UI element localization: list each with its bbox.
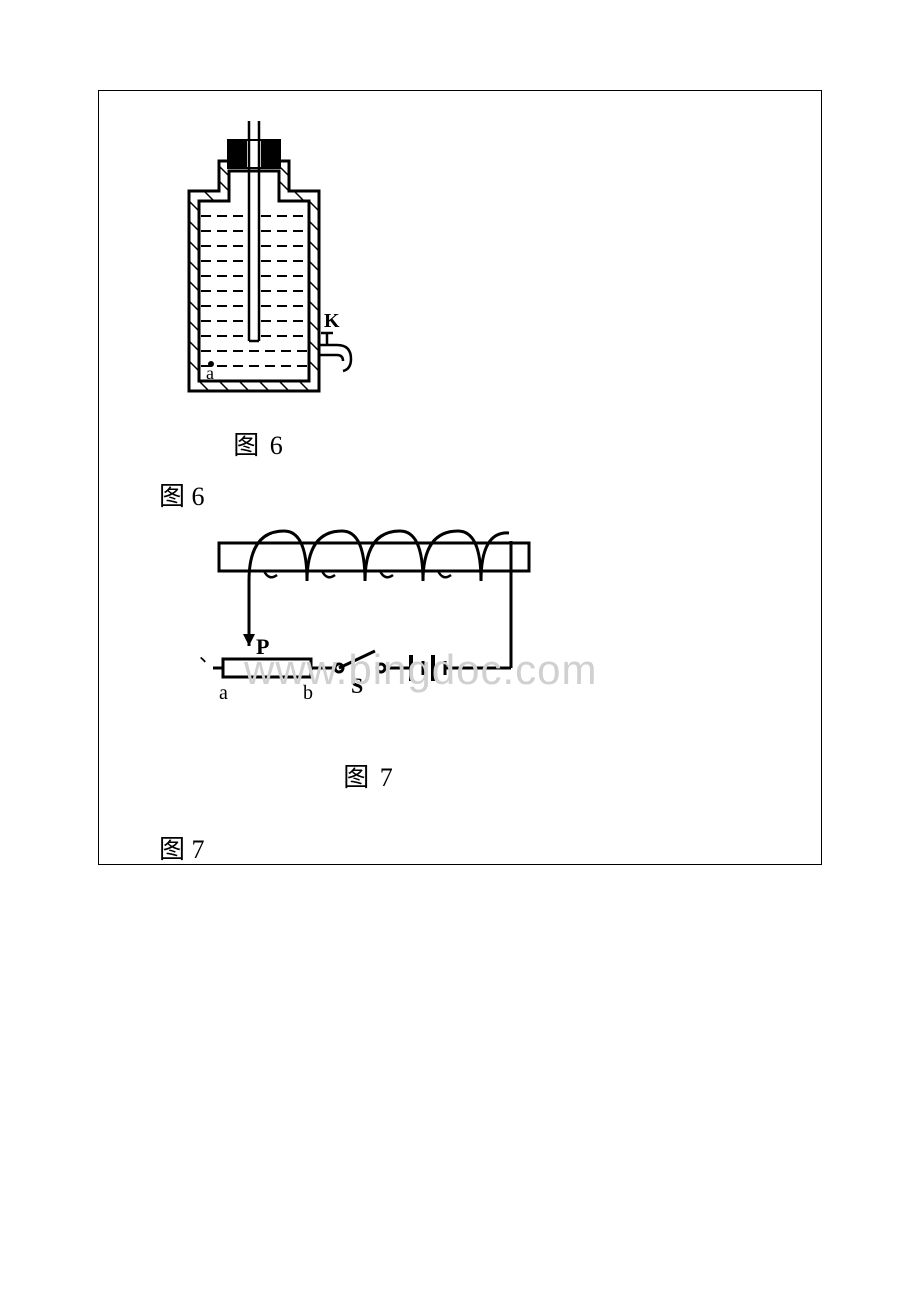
figure-6: a K 图 6 xyxy=(159,111,359,462)
figure6-label-K: K xyxy=(324,310,340,332)
figure-7-embedded-caption: 图 7 xyxy=(189,757,549,794)
svg-text:、: 、 xyxy=(199,644,219,666)
figure7-label-S: S xyxy=(351,673,363,698)
figure-6-embedded-caption: 图 6 xyxy=(159,425,359,462)
figure-7: P a b S 、 图 7 xyxy=(189,521,549,794)
figure-6-outer-label: 图 6 xyxy=(159,476,205,513)
figure7-label-b: b xyxy=(303,682,313,704)
figure-7-outer-label: 图 7 xyxy=(159,829,205,866)
figure-container: a K 图 6 图 6 xyxy=(99,91,821,864)
figure6-label-a: a xyxy=(206,363,214,383)
figure7-label-P: P xyxy=(256,634,269,659)
figure-6-svg: a K xyxy=(159,111,359,421)
figure-7-svg: P a b S 、 xyxy=(189,521,549,751)
figure7-label-a: a xyxy=(219,682,228,704)
page-content-border: a K 图 6 图 6 xyxy=(98,90,822,865)
